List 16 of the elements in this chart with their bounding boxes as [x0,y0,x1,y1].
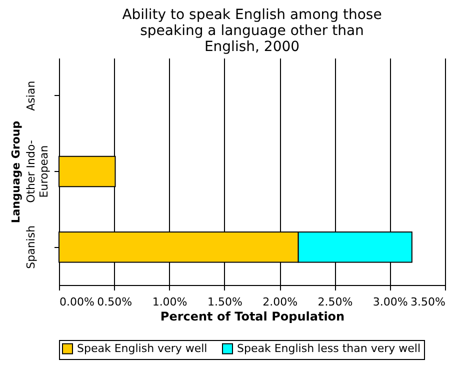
x-tick-label: 0.00% [60,296,94,308]
legend-label: Speak English very well [77,342,208,355]
y-axis-title: Language Group [10,120,22,224]
x-tick-label: 2.50% [318,296,353,308]
legend-label: Speak English less than very well [237,342,421,355]
y-tick-label: Asian [24,80,38,111]
x-axis-title: Percent of Total Population [160,310,345,324]
x-tick-label: 2.00% [262,296,298,308]
x-tick-label: 3.50% [410,296,446,308]
x-tick-label: 0.50% [97,296,132,308]
y-tick-label: Other Indo-European [24,140,50,203]
x-tick-label: 1.50% [207,296,242,308]
y-tick-label: Spanish [24,225,38,269]
x-tick-label: 1.00% [152,296,188,308]
chart-title: Ability to speak English among those speaking a language other than English, 2000 [122,7,382,55]
x-tick-label: 3.00% [372,296,408,308]
